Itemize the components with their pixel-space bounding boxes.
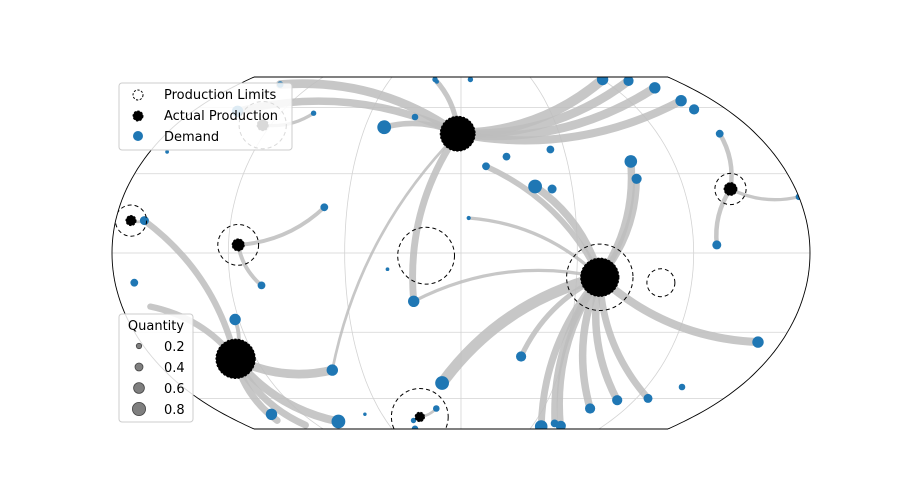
demand-point <box>546 145 555 154</box>
flow-lines <box>129 77 801 429</box>
demand-point <box>715 129 724 138</box>
demand-point <box>139 216 149 226</box>
flow-line <box>595 273 763 347</box>
demand-point <box>528 179 542 194</box>
production-markers <box>114 101 747 429</box>
demand-point <box>649 82 661 94</box>
demand-legend-marker <box>133 131 143 141</box>
flow-line <box>141 217 239 362</box>
demand-point <box>555 420 566 429</box>
demand-point <box>623 77 634 87</box>
demand-point <box>377 120 392 135</box>
legend-production-limits-label: Production Limits <box>164 88 277 103</box>
demand-point <box>331 414 346 429</box>
demand-point <box>165 150 169 154</box>
demand-point <box>363 412 367 417</box>
demand-point <box>502 152 511 161</box>
production-limit-marker <box>646 268 676 298</box>
meridian-line <box>598 77 695 429</box>
demand-point <box>257 281 266 290</box>
production-limit-marker <box>714 172 747 206</box>
actual-production-legend-marker <box>132 110 144 122</box>
demand-point <box>130 278 139 287</box>
meridian-line <box>529 77 578 429</box>
quantity-label-0-2: 0.2 <box>164 340 185 355</box>
demand-point <box>535 425 543 429</box>
quantity-label-0-8: 0.8 <box>164 403 185 418</box>
demand-point <box>385 267 390 272</box>
demand-point <box>712 240 722 250</box>
production-limit-marker <box>390 388 449 429</box>
demand-point <box>467 77 474 83</box>
quantity-label-0-4: 0.4 <box>164 361 185 376</box>
demand-point <box>596 77 609 86</box>
quantity-legend: Quantity 0.2 0.4 0.6 0.8 <box>118 313 194 423</box>
production-limit-marker <box>114 204 148 237</box>
production-limit-marker <box>441 117 474 150</box>
demand-point <box>320 203 329 212</box>
demand-point <box>631 173 642 184</box>
legend-demand-label: Demand <box>164 130 219 145</box>
demand-point <box>433 405 440 412</box>
demand-point <box>410 417 417 424</box>
demand-point <box>516 351 527 362</box>
legend-frame <box>118 82 293 151</box>
actual-production-marker <box>580 257 620 297</box>
demand-point <box>411 113 419 121</box>
demand-point <box>689 104 700 115</box>
flow-line <box>728 187 801 202</box>
flow-line <box>717 131 734 192</box>
production-limits-legend-marker <box>132 89 144 101</box>
quantity-legend-title: Quantity <box>128 319 184 334</box>
flow-line <box>714 186 733 248</box>
demand-point <box>310 110 317 116</box>
quantity-marker-0-4 <box>134 362 144 372</box>
demand-point <box>408 295 420 307</box>
quantity-marker-0-6 <box>133 382 145 394</box>
legend: Production Limits Actual Production Dema… <box>118 82 293 151</box>
production-limit-marker <box>566 243 634 311</box>
actual-production-marker <box>723 182 738 196</box>
actual-production-marker <box>125 215 137 227</box>
demand-point <box>675 95 687 107</box>
demand-point <box>482 162 490 171</box>
demand-point <box>265 408 278 420</box>
demand-point <box>643 393 653 403</box>
quantity-marker-0-8 <box>131 401 146 416</box>
demand-point <box>585 403 596 414</box>
demand-point <box>229 313 241 326</box>
demand-point <box>752 336 764 348</box>
demand-point <box>435 376 449 390</box>
production-limit-marker <box>219 342 252 375</box>
flow-line <box>436 271 606 389</box>
flow-line <box>453 96 686 145</box>
quantity-label-0-6: 0.6 <box>164 382 185 397</box>
flow-line <box>330 132 460 372</box>
production-limit-marker <box>397 226 456 285</box>
demand-point <box>612 395 623 406</box>
quantity-marker-0-2 <box>135 342 143 350</box>
flow-line <box>409 130 462 305</box>
demand-point <box>624 155 638 168</box>
demand-point <box>326 364 338 376</box>
actual-production-marker <box>231 238 245 252</box>
demand-point <box>466 215 471 221</box>
actual-production-marker <box>439 115 476 152</box>
demand-point <box>547 184 557 194</box>
quantity-legend-frame <box>118 313 194 423</box>
production-limit-marker <box>217 224 260 266</box>
actual-production-marker <box>215 338 256 379</box>
legend-actual-production-label: Actual Production <box>164 109 278 124</box>
flow-line <box>412 268 602 303</box>
demand-point <box>678 383 686 391</box>
actual-production-marker <box>414 411 425 423</box>
flow-line <box>236 205 327 247</box>
demand-point <box>434 79 439 84</box>
